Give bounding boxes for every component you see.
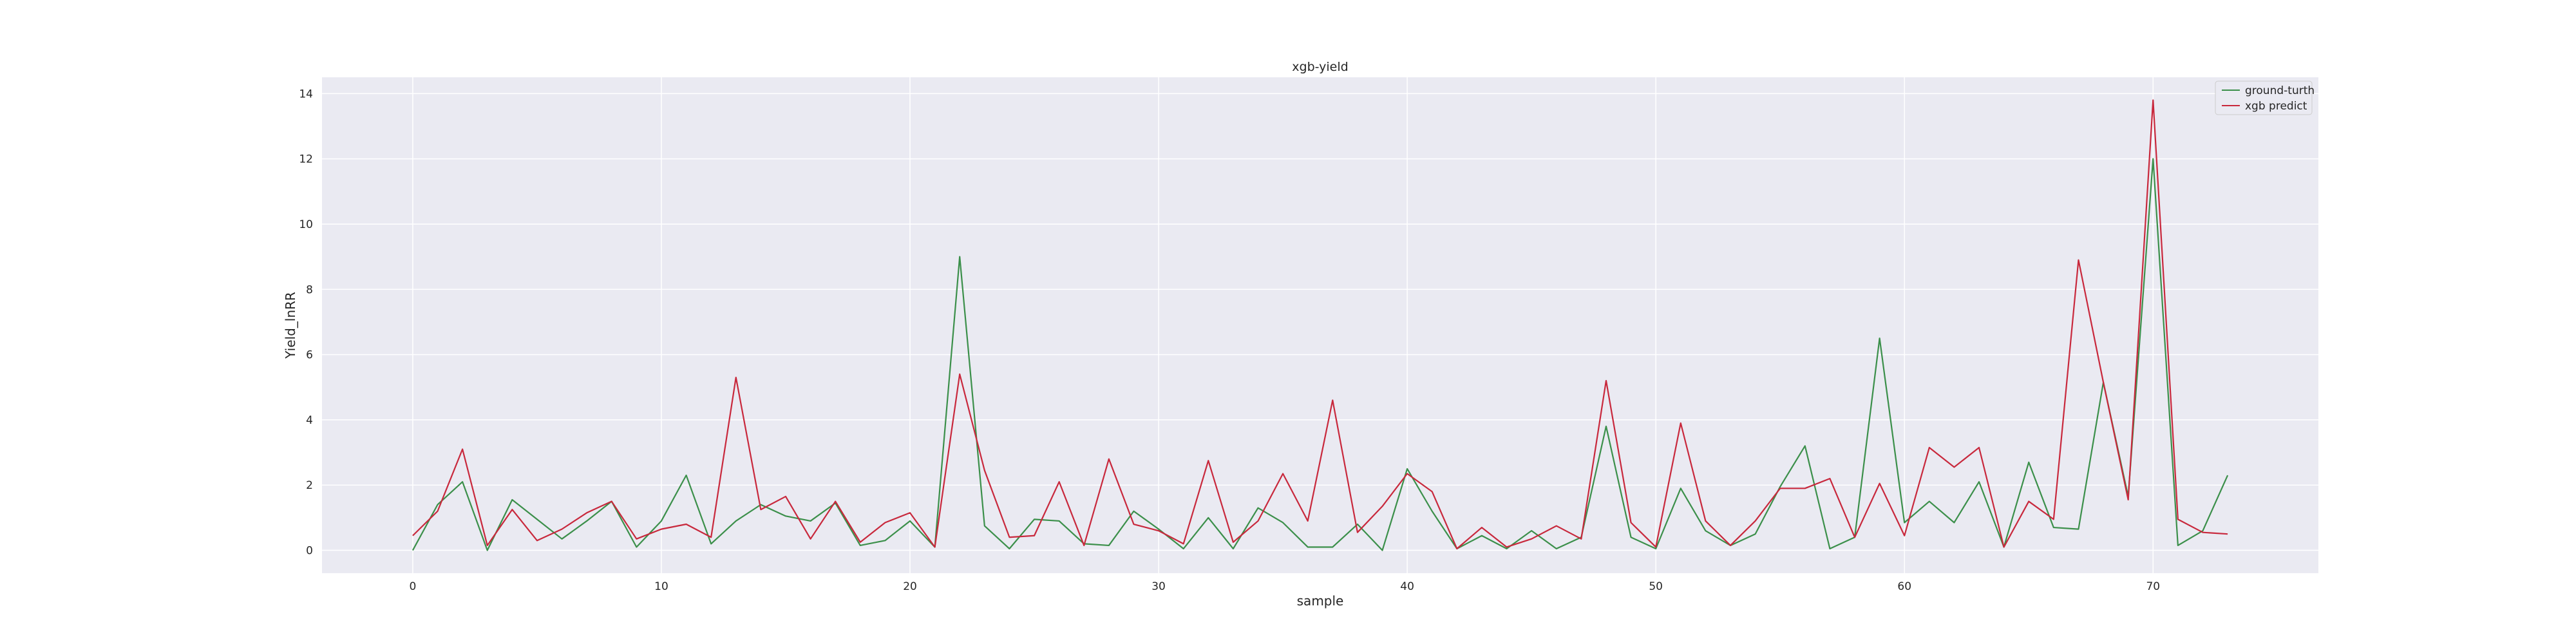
legend-label-ground-turth: ground-turth: [2245, 84, 2315, 97]
series-line-xgb-predict: [412, 99, 2228, 550]
legend-label-xgb-predict: xgb predict: [2245, 100, 2307, 113]
x-tick-label: 20: [903, 580, 917, 593]
x-tick-label: 10: [654, 580, 668, 593]
y-tick-label: 2: [306, 479, 313, 492]
y-tick-label: 14: [299, 88, 313, 100]
x-tick-labels: 0 10 20 30 40 50 60 70: [409, 580, 2160, 593]
y-tick-label: 4: [306, 414, 313, 427]
x-tick-label: 0: [409, 580, 416, 593]
y-tick-label: 0: [306, 545, 313, 558]
x-tick-label: 30: [1151, 580, 1166, 593]
x-axis-label: sample: [1297, 593, 1344, 609]
chart-title: xgb-yield: [1292, 60, 1348, 74]
legend: ground-turth xgb predict: [2215, 80, 2315, 115]
x-tick-label: 60: [1897, 580, 1911, 593]
y-tick-label: 8: [306, 283, 313, 296]
series-layer: [412, 99, 2229, 551]
grid-lines: [322, 77, 2318, 573]
x-tick-label: 70: [2146, 580, 2160, 593]
y-axis-label: Yield_lnRR: [283, 292, 298, 359]
y-tick-labels: 0 2 4 6 8 10 12 14: [299, 88, 313, 557]
y-tick-label: 12: [299, 153, 313, 166]
series-line-ground-turth: [412, 158, 2229, 551]
plot-background: [322, 77, 2318, 573]
y-tick-label: 6: [306, 349, 313, 362]
x-tick-label: 40: [1400, 580, 1414, 593]
y-tick-label: 10: [299, 218, 313, 231]
x-tick-label: 50: [1649, 580, 1663, 593]
